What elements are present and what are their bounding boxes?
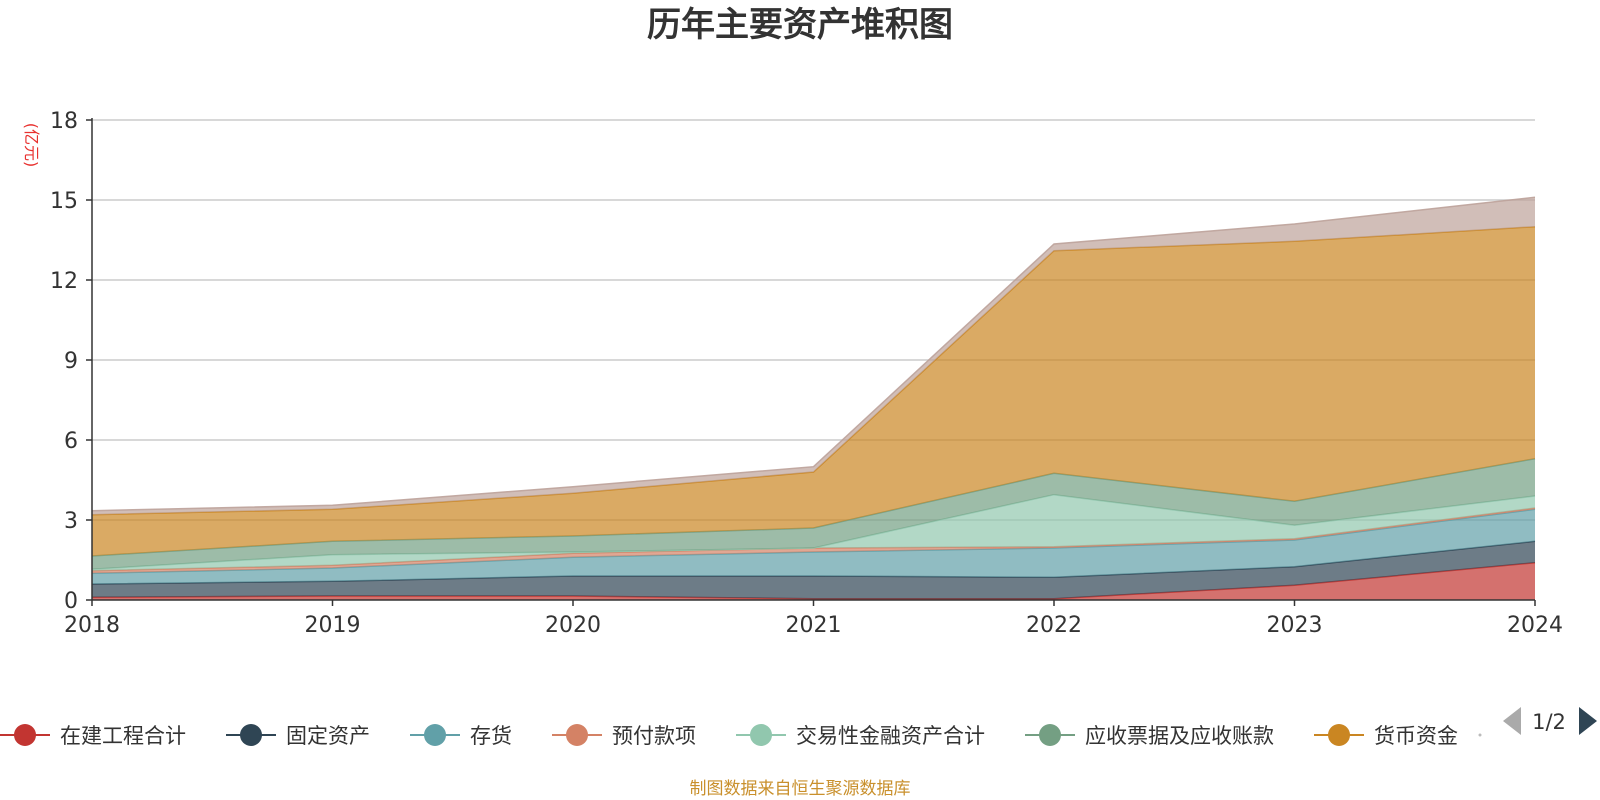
x-tick-label: 2021 (786, 613, 842, 638)
x-tick-label: 2020 (545, 613, 601, 638)
legend-item-5[interactable]: 交易性金融资产合计 (736, 724, 985, 748)
area-series-3[interactable] (92, 509, 1535, 584)
area-series-8[interactable] (92, 197, 1535, 515)
legend-item-3[interactable]: 存货 (410, 724, 512, 748)
y-axis-unit-label: (亿元) (22, 123, 41, 168)
x-tick-label: 2019 (305, 613, 361, 638)
legend-label: 固定资产 (286, 724, 370, 748)
legend-marker-icon (566, 724, 588, 746)
area-series-5[interactable] (92, 494, 1535, 571)
x-tick-label: 2024 (1507, 613, 1563, 638)
legend: 在建工程合计 固定资产 存货 预付款项 交易性金融资产合计 应收票据及应收账款 货币资金 (0, 724, 1482, 748)
x-tick-label: 2022 (1026, 613, 1082, 638)
y-axis-ticks: 0 3 6 9 12 15 18 (50, 109, 92, 614)
area-series-group (91, 196, 1536, 600)
y-tick-label: 0 (64, 589, 78, 614)
legend-prev-page-icon[interactable] (1503, 707, 1521, 735)
area-series-6[interactable] (92, 458, 1535, 570)
x-axis-ticks: 2018 2019 2020 2021 2022 2023 2024 (64, 600, 1563, 638)
y-tick-label: 3 (64, 509, 78, 534)
y-tick-label: 6 (64, 429, 78, 454)
area-series-2[interactable] (92, 541, 1535, 599)
x-tick-label: 2018 (64, 613, 120, 638)
legend-item-1[interactable]: 在建工程合计 (0, 724, 186, 748)
legend-label: 存货 (470, 724, 512, 748)
legend-marker-icon (1039, 724, 1061, 746)
chart-title: 历年主要资产堆积图 (647, 5, 953, 45)
legend-marker-icon (1328, 724, 1350, 746)
legend-overflow-dot (1478, 733, 1482, 737)
data-source-note: 制图数据来自恒生聚源数据库 (690, 779, 911, 799)
legend-next-page-icon[interactable] (1579, 707, 1597, 735)
y-tick-label: 15 (50, 189, 78, 214)
legend-label: 预付款项 (612, 724, 696, 748)
legend-marker-icon (14, 724, 36, 746)
legend-label: 交易性金融资产合计 (796, 724, 985, 748)
legend-item-2[interactable]: 固定资产 (226, 724, 370, 748)
legend-item-7[interactable]: 货币资金 (1314, 724, 1458, 748)
legend-item-6[interactable]: 应收票据及应收账款 (1025, 724, 1274, 748)
legend-pager: 1/2 (1503, 707, 1597, 735)
area-series-1[interactable] (92, 562, 1535, 600)
legend-marker-icon (240, 724, 262, 746)
x-tick-label: 2023 (1267, 613, 1323, 638)
legend-label: 应收票据及应收账款 (1085, 724, 1274, 748)
legend-label: 货币资金 (1374, 724, 1458, 748)
series-line-8 (91, 196, 1536, 512)
y-tick-label: 18 (50, 109, 78, 134)
y-tick-label: 9 (64, 349, 78, 374)
legend-label: 在建工程合计 (60, 724, 186, 748)
area-series-7[interactable] (92, 226, 1535, 556)
legend-marker-icon (750, 724, 772, 746)
legend-marker-icon (424, 724, 446, 746)
y-tick-label: 12 (50, 269, 78, 294)
legend-item-4[interactable]: 预付款项 (552, 724, 696, 748)
legend-page-indicator: 1/2 (1532, 710, 1566, 734)
